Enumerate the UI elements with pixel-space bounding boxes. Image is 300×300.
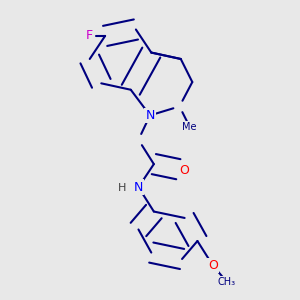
Text: N: N [145,109,155,122]
Text: F: F [86,29,93,42]
Text: Me: Me [182,122,197,132]
Text: N: N [134,181,143,194]
Text: H: H [118,184,126,194]
Text: CH₃: CH₃ [218,277,236,287]
Text: O: O [180,164,190,177]
Text: O: O [208,259,218,272]
